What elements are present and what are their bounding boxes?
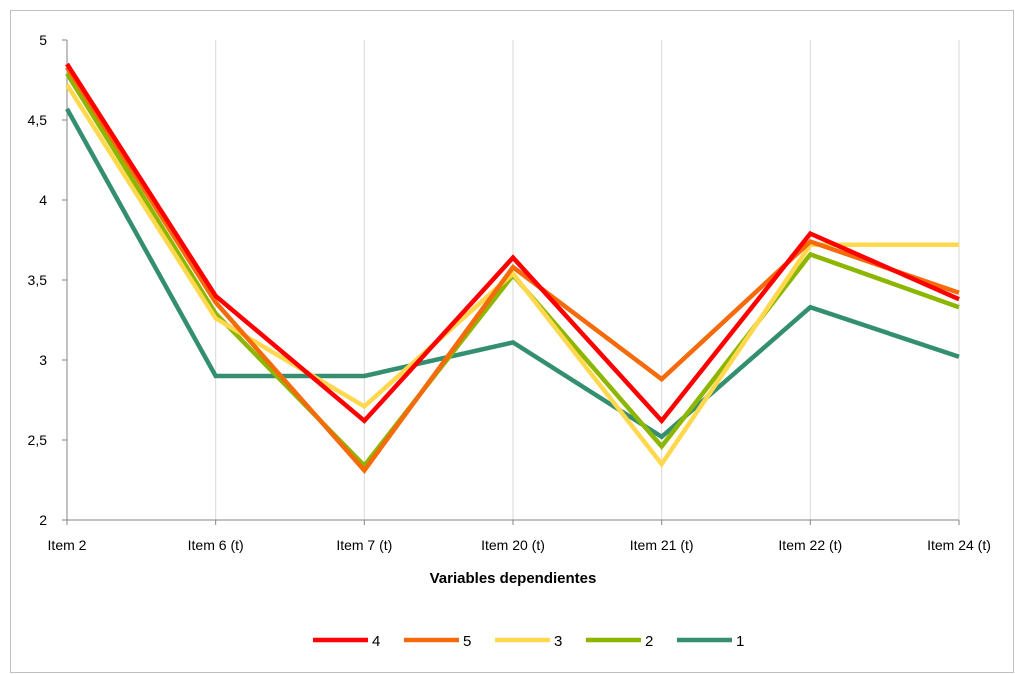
x-axis-title: Variables dependientes	[430, 570, 597, 587]
x-tick-label: Item 22 (t)	[778, 537, 842, 553]
grid-lines	[215, 40, 960, 520]
x-tick-label: Item 6 (t)	[188, 537, 244, 553]
legend-label-4: 4	[372, 633, 380, 650]
y-tick-label: 3,5	[28, 272, 48, 288]
x-tick-label: Item 7 (t)	[336, 537, 392, 553]
y-tick-label: 4,5	[28, 112, 48, 128]
y-tick-label: 3	[39, 352, 47, 368]
series-line-5	[65, 65, 960, 474]
series-line-1	[65, 107, 960, 440]
legend: 4 5 3 2 1	[313, 633, 744, 650]
y-tick-label: 2,5	[28, 432, 48, 448]
series-lines	[65, 62, 960, 474]
x-tick-label: Item 20 (t)	[481, 537, 545, 553]
x-tick-label: Item 2	[48, 537, 87, 553]
y-tick-label: 5	[39, 32, 47, 48]
y-tick-label: 2	[39, 512, 47, 528]
x-tick-label: Item 24 (t)	[927, 537, 991, 553]
legend-label-5: 5	[463, 633, 471, 650]
legend-label-3: 3	[554, 633, 562, 650]
x-tick-label: Item 21 (t)	[630, 537, 694, 553]
x-tick-labels: Item 2 Item 6 (t) Item 7 (t) Item 20 (t) Ite…	[48, 537, 991, 553]
series-line-4	[65, 62, 960, 425]
axes	[62, 39, 960, 525]
legend-label-2: 2	[645, 633, 653, 650]
y-tick-label: 4	[39, 192, 47, 208]
legend-label-1: 1	[736, 633, 744, 650]
series-line-3	[65, 83, 959, 468]
y-tick-labels: 2 2,5 3 3,5 4 4,5 5	[28, 32, 48, 528]
